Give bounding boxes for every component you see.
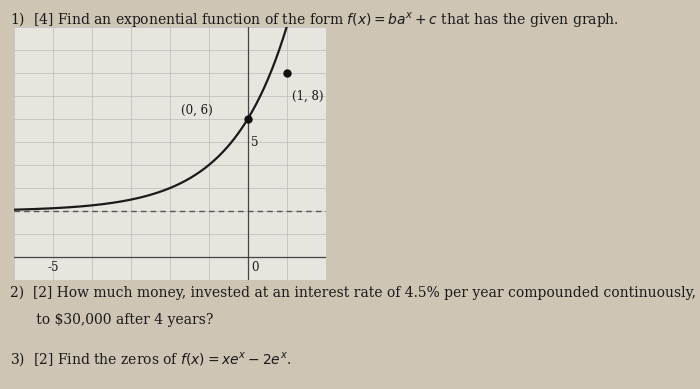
Text: 1)  [4] Find an exponential function of the form $f(x) = ba^x + c$ that has the : 1) [4] Find an exponential function of t… (10, 10, 619, 29)
Text: (0, 6): (0, 6) (181, 104, 214, 117)
Text: -5: -5 (47, 261, 59, 273)
Text: (1, 8): (1, 8) (293, 89, 324, 102)
Text: 2)  [2] How much money, invested at an interest rate of 4.5% per year compounded: 2) [2] How much money, invested at an in… (10, 286, 700, 300)
Text: to $30,000 after 4 years?: to $30,000 after 4 years? (10, 313, 214, 327)
Text: 5: 5 (251, 136, 258, 149)
Text: 0: 0 (252, 261, 259, 273)
Text: 3)  [2] Find the zeros of $f(x) = xe^x - 2e^x$.: 3) [2] Find the zeros of $f(x) = xe^x - … (10, 350, 291, 368)
